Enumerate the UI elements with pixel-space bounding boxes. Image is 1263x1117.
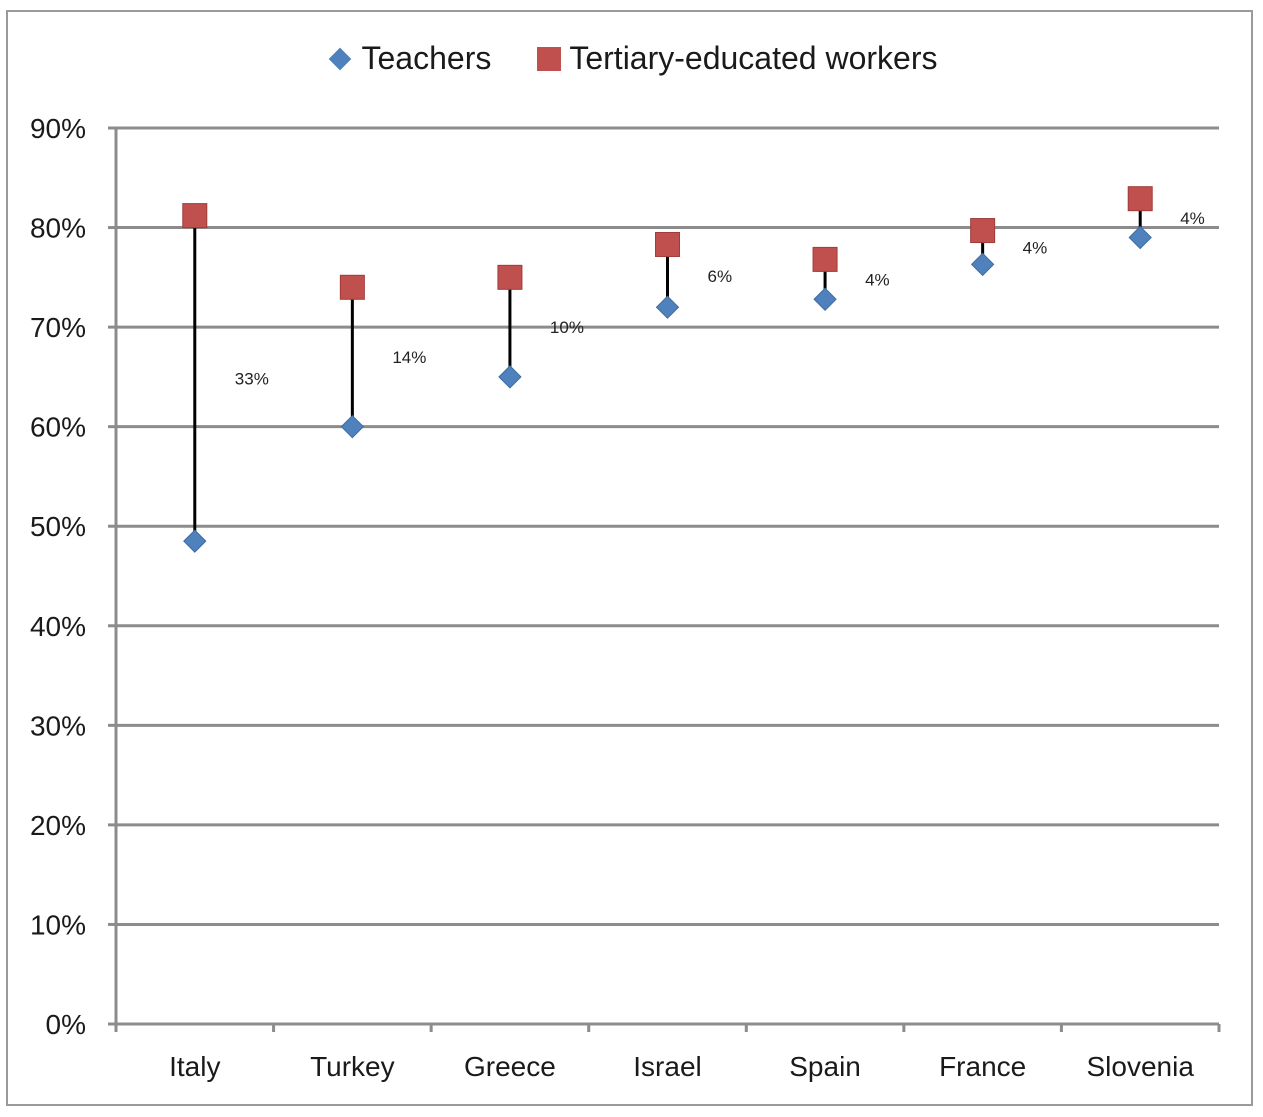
tertiary-point [970, 218, 996, 244]
y-tick-label: 30% [30, 710, 86, 741]
legend-label-tertiary: Tertiary-educated workers [569, 40, 938, 76]
y-tick-label: 90% [30, 113, 86, 144]
teachers-point [970, 252, 995, 277]
teachers-point [183, 529, 207, 553]
legend-marker-tertiary [537, 46, 562, 71]
legend-item-teachers: Teachers [326, 40, 492, 77]
y-tick-label: 70% [30, 312, 86, 343]
gap-data-label: 14% [392, 348, 426, 367]
gap-data-label: 10% [550, 318, 584, 337]
teachers-point [655, 295, 680, 319]
tertiary-point [497, 264, 523, 290]
tertiary-point [339, 274, 365, 300]
x-tick-label: Slovenia [1087, 1051, 1195, 1082]
y-tick-label: 0% [46, 1009, 86, 1040]
y-tick-label: 40% [30, 611, 86, 642]
chart-legend: Teachers Tertiary-educated workers [0, 40, 1263, 77]
x-tick-label: Greece [464, 1051, 556, 1082]
y-tick-label: 10% [30, 909, 86, 940]
teachers-point [340, 414, 365, 439]
y-tick-label: 80% [30, 213, 86, 244]
x-tick-label: France [939, 1051, 1026, 1082]
gap-data-label: 4% [1180, 209, 1205, 228]
gap-data-label: 4% [1023, 238, 1048, 257]
x-tick-label: Israel [633, 1051, 701, 1082]
gap-data-label: 33% [235, 369, 269, 388]
y-tick-label: 60% [30, 412, 86, 443]
legend-item-tertiary: Tertiary-educated workers [537, 40, 937, 77]
x-tick-label: Italy [169, 1051, 220, 1082]
teachers-point [813, 287, 837, 311]
tertiary-point [1127, 186, 1153, 212]
tertiary-point [182, 203, 208, 229]
legend-label-teachers: Teachers [361, 40, 492, 76]
gap-data-label: 6% [708, 267, 733, 286]
gap-data-label: 4% [865, 270, 890, 289]
x-tick-label: Spain [789, 1051, 861, 1082]
y-tick-label: 50% [30, 511, 86, 542]
teachers-point [1128, 225, 1152, 250]
tertiary-point [655, 231, 680, 257]
x-tick-label: Turkey [310, 1051, 395, 1082]
teachers-point [498, 365, 522, 389]
y-tick-label: 20% [30, 810, 86, 841]
tertiary-point [812, 246, 838, 272]
